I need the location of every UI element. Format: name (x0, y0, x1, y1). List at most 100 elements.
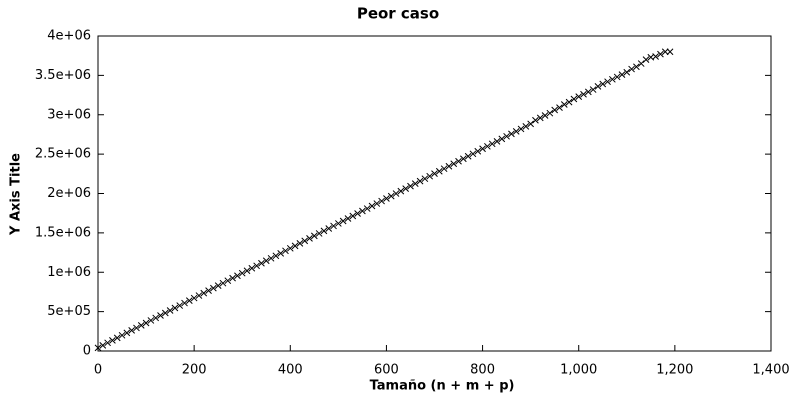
point (310, 232, 318, 240)
point (512, 128, 520, 135)
x-tick-label: 800 (470, 363, 495, 378)
point (181, 299, 188, 307)
point (157, 312, 164, 319)
point (142, 319, 150, 327)
point (190, 294, 198, 302)
x-tick-label: 1,000 (560, 363, 597, 378)
point (330, 222, 337, 230)
point (652, 53, 659, 60)
point (272, 252, 280, 260)
point (277, 249, 285, 257)
point (335, 220, 342, 227)
point (133, 324, 140, 332)
point (546, 109, 554, 117)
point (469, 150, 477, 158)
point (628, 65, 635, 73)
chart-title: Peor caso (357, 5, 439, 23)
point (258, 259, 265, 267)
point (532, 116, 539, 124)
point (296, 239, 304, 247)
point (234, 272, 241, 280)
y-tick-label: 1e+06 (47, 265, 91, 280)
point (551, 106, 559, 114)
point (210, 284, 217, 292)
point (306, 235, 313, 242)
point (363, 205, 371, 212)
point (344, 215, 352, 222)
point (584, 88, 592, 96)
point (666, 48, 674, 56)
point (152, 314, 160, 322)
point (171, 304, 179, 312)
point (498, 135, 506, 143)
point (325, 225, 333, 232)
point (565, 98, 573, 106)
point (205, 287, 212, 294)
point (661, 48, 669, 56)
x-axis-title: Tamaño (n + m + p) (370, 379, 515, 394)
point (185, 297, 193, 304)
point (123, 329, 131, 337)
point (262, 257, 270, 265)
point (421, 175, 429, 183)
point (147, 317, 155, 324)
point (214, 282, 222, 289)
point (493, 138, 501, 145)
point (320, 227, 328, 235)
point (291, 242, 299, 250)
x-tick-label: 0 (94, 363, 102, 378)
point (618, 71, 626, 78)
point (474, 147, 482, 155)
point (282, 247, 289, 255)
point (104, 339, 111, 347)
point (301, 237, 309, 245)
point (286, 244, 294, 252)
point (128, 327, 136, 334)
point (594, 83, 602, 90)
y-tick-label: 0 (83, 344, 91, 359)
point (368, 202, 376, 210)
point (224, 277, 232, 285)
point (637, 60, 645, 67)
point (397, 187, 405, 195)
point (378, 197, 385, 205)
point (464, 152, 472, 160)
point (623, 68, 631, 76)
point (589, 86, 597, 93)
point (411, 180, 419, 188)
point (407, 182, 414, 190)
y-tick-label: 4e+06 (47, 29, 91, 44)
y-tick-label: 3e+06 (47, 107, 91, 122)
y-tick-label: 3.5e+06 (35, 68, 91, 83)
point (517, 125, 525, 133)
point (522, 123, 530, 130)
point (556, 104, 563, 112)
point (166, 307, 174, 314)
point (455, 157, 462, 165)
point (459, 155, 467, 163)
x-tick-label: 200 (182, 363, 207, 378)
point (508, 130, 515, 138)
x-tick-label: 1,400 (752, 363, 789, 378)
point (575, 93, 583, 100)
point (599, 80, 607, 88)
point (248, 264, 256, 272)
point (315, 230, 323, 237)
point (484, 142, 491, 150)
point (479, 145, 486, 153)
point (633, 63, 640, 71)
point (570, 95, 578, 103)
point (238, 269, 246, 277)
point (560, 101, 568, 108)
point (527, 120, 534, 128)
point (383, 195, 390, 202)
y-axis-title: Y Axis Title (9, 153, 24, 236)
x-tick-label: 600 (374, 363, 399, 378)
point (113, 334, 121, 342)
point (657, 50, 664, 58)
point (243, 267, 251, 275)
point (229, 274, 236, 282)
y-tick-label: 5e+05 (47, 304, 91, 319)
point (161, 309, 169, 317)
point (440, 165, 448, 173)
